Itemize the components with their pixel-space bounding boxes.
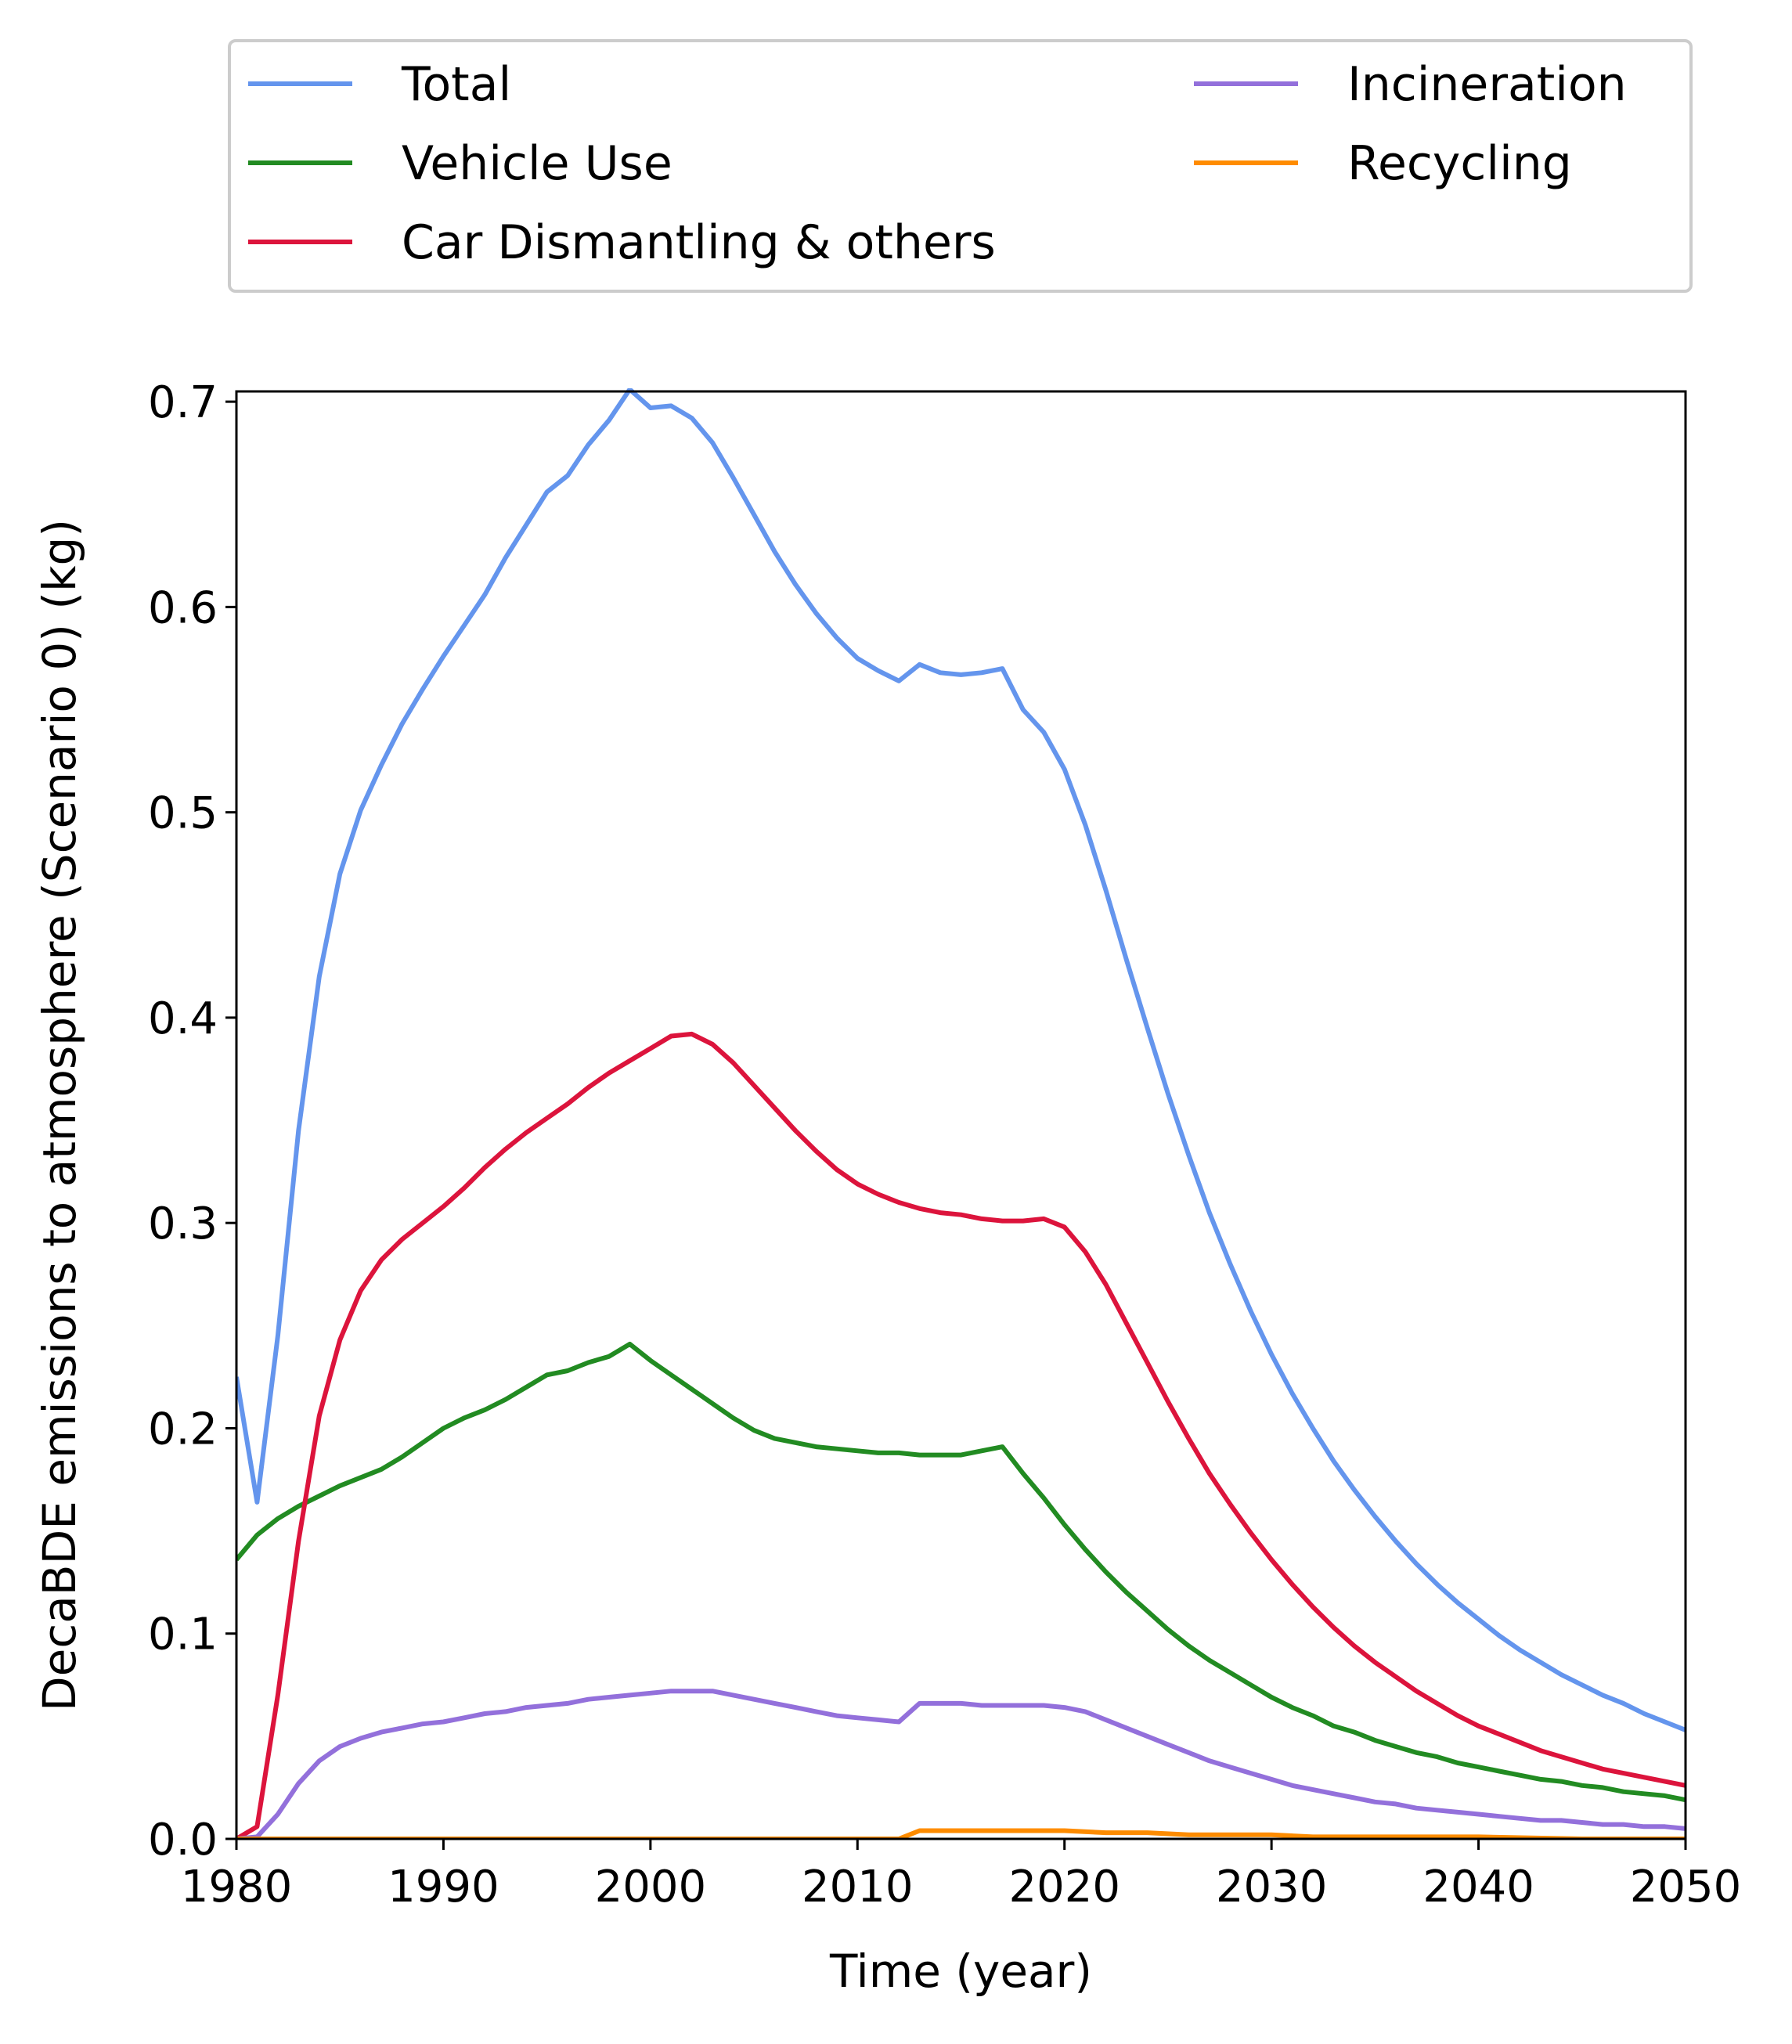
y-tick-label: 0.5 bbox=[148, 788, 218, 839]
series-line-vehicle-use bbox=[236, 1341, 1686, 1803]
legend-label: Car Dismantling & others bbox=[402, 215, 996, 270]
x-tick-label: 2000 bbox=[595, 1862, 707, 1912]
y-axis-title: DecaBDE emissions to atmosphere (Scenari… bbox=[33, 519, 86, 1711]
y-tick-label: 0.6 bbox=[148, 582, 218, 633]
legend-label: Vehicle Use bbox=[402, 136, 672, 191]
x-tick-label: 2010 bbox=[802, 1862, 914, 1912]
legend: Total Vehicle Use Car Dismantling & others… bbox=[228, 39, 1693, 293]
series-line-recycling bbox=[236, 1828, 1686, 1839]
legend-box bbox=[228, 39, 1693, 293]
legend-label: Incineration bbox=[1347, 57, 1627, 112]
y-tick-label: 0.7 bbox=[148, 377, 218, 428]
legend-label: Recycling bbox=[1347, 136, 1572, 191]
x-tick-label: 2040 bbox=[1422, 1862, 1534, 1912]
series-line-total bbox=[236, 388, 1686, 1732]
y-axis: 0.0 0.1 0.2 0.3 0.4 0.5 0.6 0.7 bbox=[148, 377, 236, 1866]
x-tick-label: 2030 bbox=[1216, 1862, 1328, 1912]
series-layer bbox=[236, 388, 1686, 1839]
x-axis-title: Time (year) bbox=[829, 1945, 1092, 1998]
x-tick-label: 2050 bbox=[1630, 1862, 1742, 1912]
x-axis: 1980 1990 2000 2010 2020 2030 2040 2050 bbox=[181, 1839, 1742, 1912]
plot-frame bbox=[235, 390, 1687, 1840]
legend-label: Total bbox=[401, 57, 511, 112]
x-tick-label: 2020 bbox=[1008, 1862, 1120, 1912]
x-tick-label: 1990 bbox=[388, 1862, 499, 1912]
y-tick-label: 0.2 bbox=[148, 1404, 218, 1455]
series-line-incineration bbox=[236, 1689, 1686, 1839]
series-line-car-dismantling-others bbox=[236, 1031, 1686, 1839]
y-tick-label: 0.3 bbox=[148, 1199, 218, 1249]
y-tick-label: 0.0 bbox=[148, 1815, 218, 1866]
x-tick-label: 1980 bbox=[181, 1862, 293, 1912]
y-tick-label: 0.4 bbox=[148, 993, 218, 1044]
y-tick-label: 0.1 bbox=[148, 1610, 218, 1660]
